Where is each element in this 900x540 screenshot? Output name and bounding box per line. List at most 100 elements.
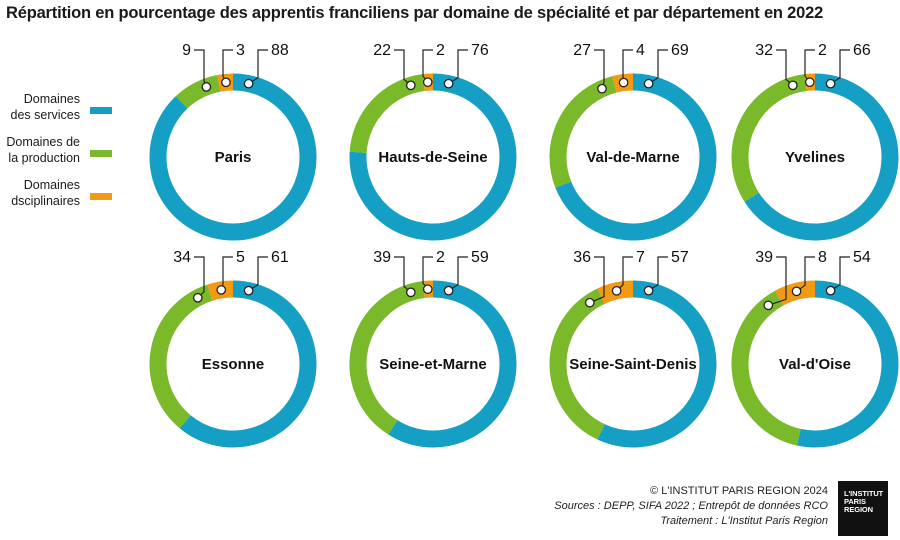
callout-dot (597, 83, 607, 94)
callout-disciplinaires: 2 (422, 42, 445, 88)
callout-services: 66 (825, 42, 871, 89)
callout-dot (643, 285, 654, 296)
callout-dot (422, 77, 433, 88)
legend: Domaines des services Domaines de la produc… (6, 92, 112, 208)
treatment-text: Traitement : L'Institut Paris Region (660, 515, 828, 527)
callout-dot (216, 285, 227, 295)
donut-center-label: Seine-Saint-Denis (569, 356, 697, 373)
callout-dot (787, 80, 798, 91)
callout-disciplinaires: 4 (618, 42, 645, 88)
callout-line (796, 256, 815, 292)
callout-disciplinaires: 2 (422, 249, 445, 295)
value-label-services: 88 (271, 42, 289, 59)
callout-dot (405, 287, 416, 298)
callout-production: 9 (182, 42, 212, 92)
legend-label: Domaines (24, 92, 80, 106)
donut-val-de-marne: Val-de-Marne 27 4 69 (549, 42, 717, 241)
logo-line: REGION (844, 505, 873, 514)
sources-text: Sources : DEPP, SIFA 2022 ; Entrepôt de … (554, 500, 828, 512)
value-label-disciplinaires: 2 (818, 42, 827, 59)
value-label-production: 39 (755, 249, 773, 266)
legend-item-production: Domaines de la production (6, 135, 112, 165)
callout-line (248, 256, 268, 292)
donut-center-label: Val-de-Marne (586, 149, 679, 166)
callout-dot (243, 285, 254, 296)
logo-line: L'INSTITUT (844, 489, 884, 498)
institut-logo: L'INSTITUT PARIS REGION (838, 481, 888, 536)
legend-label: des services (11, 108, 80, 122)
donut-paris: Paris 9 3 88 (149, 42, 317, 241)
donut-center-label: Essonne (202, 356, 265, 373)
donut-center-label: Hauts-de-Seine (378, 149, 487, 166)
value-label-production: 34 (173, 249, 191, 266)
callout-services: 88 (243, 42, 289, 89)
callout-dot (825, 285, 836, 296)
callout-dot (443, 285, 454, 296)
value-label-disciplinaires: 7 (636, 249, 645, 266)
callout-production: 22 (373, 42, 416, 91)
value-label-services: 59 (471, 249, 489, 266)
callout-dot (443, 78, 454, 89)
donut-seine-saint-denis: Seine-Saint-Denis 36 7 57 (549, 249, 717, 448)
value-label-disciplinaires: 2 (436, 42, 445, 59)
donut-segment-services (388, 280, 517, 448)
value-label-services: 76 (471, 42, 489, 59)
callout-line (448, 256, 468, 292)
callout-dot (643, 78, 654, 89)
legend-label: la production (8, 151, 80, 165)
legend-item-services: Domaines des services (11, 92, 112, 122)
donut-segment-production (175, 74, 221, 109)
value-label-services: 66 (853, 42, 871, 59)
value-label-services: 69 (671, 42, 689, 59)
callout-line (589, 256, 605, 304)
value-label-production: 9 (182, 42, 191, 59)
callout-line (830, 256, 850, 292)
callout-production: 27 (573, 42, 607, 94)
callout-line (830, 49, 850, 85)
value-label-disciplinaires: 4 (636, 42, 645, 59)
donut-yvelines: Yvelines 32 2 66 (731, 42, 899, 241)
callout-services: 59 (443, 249, 489, 296)
callout-dot (221, 77, 231, 88)
callout-production: 32 (755, 42, 798, 91)
donut-segment-services (149, 73, 317, 241)
donut-center-label: Val-d'Oise (779, 356, 851, 373)
callout-dot (804, 77, 815, 88)
value-label-disciplinaires: 8 (818, 249, 827, 266)
value-label-services: 57 (671, 249, 689, 266)
donut-segment-services (349, 73, 517, 241)
callout-line (648, 256, 668, 292)
callout-dot (192, 292, 203, 303)
value-label-production: 32 (755, 42, 773, 59)
callout-disciplinaires: 8 (791, 249, 827, 297)
callout-production: 36 (573, 249, 605, 308)
value-label-production: 39 (373, 249, 391, 266)
callout-dot (201, 82, 212, 92)
value-label-disciplinaires: 3 (236, 42, 245, 59)
callout-disciplinaires: 2 (804, 42, 827, 88)
donut-segment-services (597, 280, 717, 448)
legend-swatch-services (90, 107, 112, 114)
legend-label: Domaines de (6, 135, 80, 149)
donut-segment-production (349, 74, 425, 154)
donut-segment-production (549, 288, 605, 440)
donut-segment-production (549, 76, 617, 188)
donut-segment-production (731, 74, 807, 202)
value-label-disciplinaires: 5 (236, 249, 245, 266)
legend-item-disciplinaires: Domaines dsciplinaires (11, 178, 112, 208)
footer: © L'INSTITUT PARIS REGION 2024 Sources :… (554, 484, 828, 529)
callout-disciplinaires: 3 (221, 42, 245, 88)
callout-line (768, 256, 787, 306)
callout-dot (791, 286, 802, 297)
donut-segment-production (731, 290, 801, 446)
callout-disciplinaires: 7 (611, 249, 645, 296)
legend-swatch-disciplinaires (90, 193, 112, 200)
callout-disciplinaires: 5 (216, 249, 245, 295)
callout-services: 57 (643, 249, 689, 296)
legend-label: dsciplinaires (11, 194, 80, 208)
callout-services: 61 (243, 249, 289, 296)
donut-val-d-oise: Val-d'Oise 39 8 54 (731, 249, 899, 448)
callout-dot (618, 77, 629, 88)
